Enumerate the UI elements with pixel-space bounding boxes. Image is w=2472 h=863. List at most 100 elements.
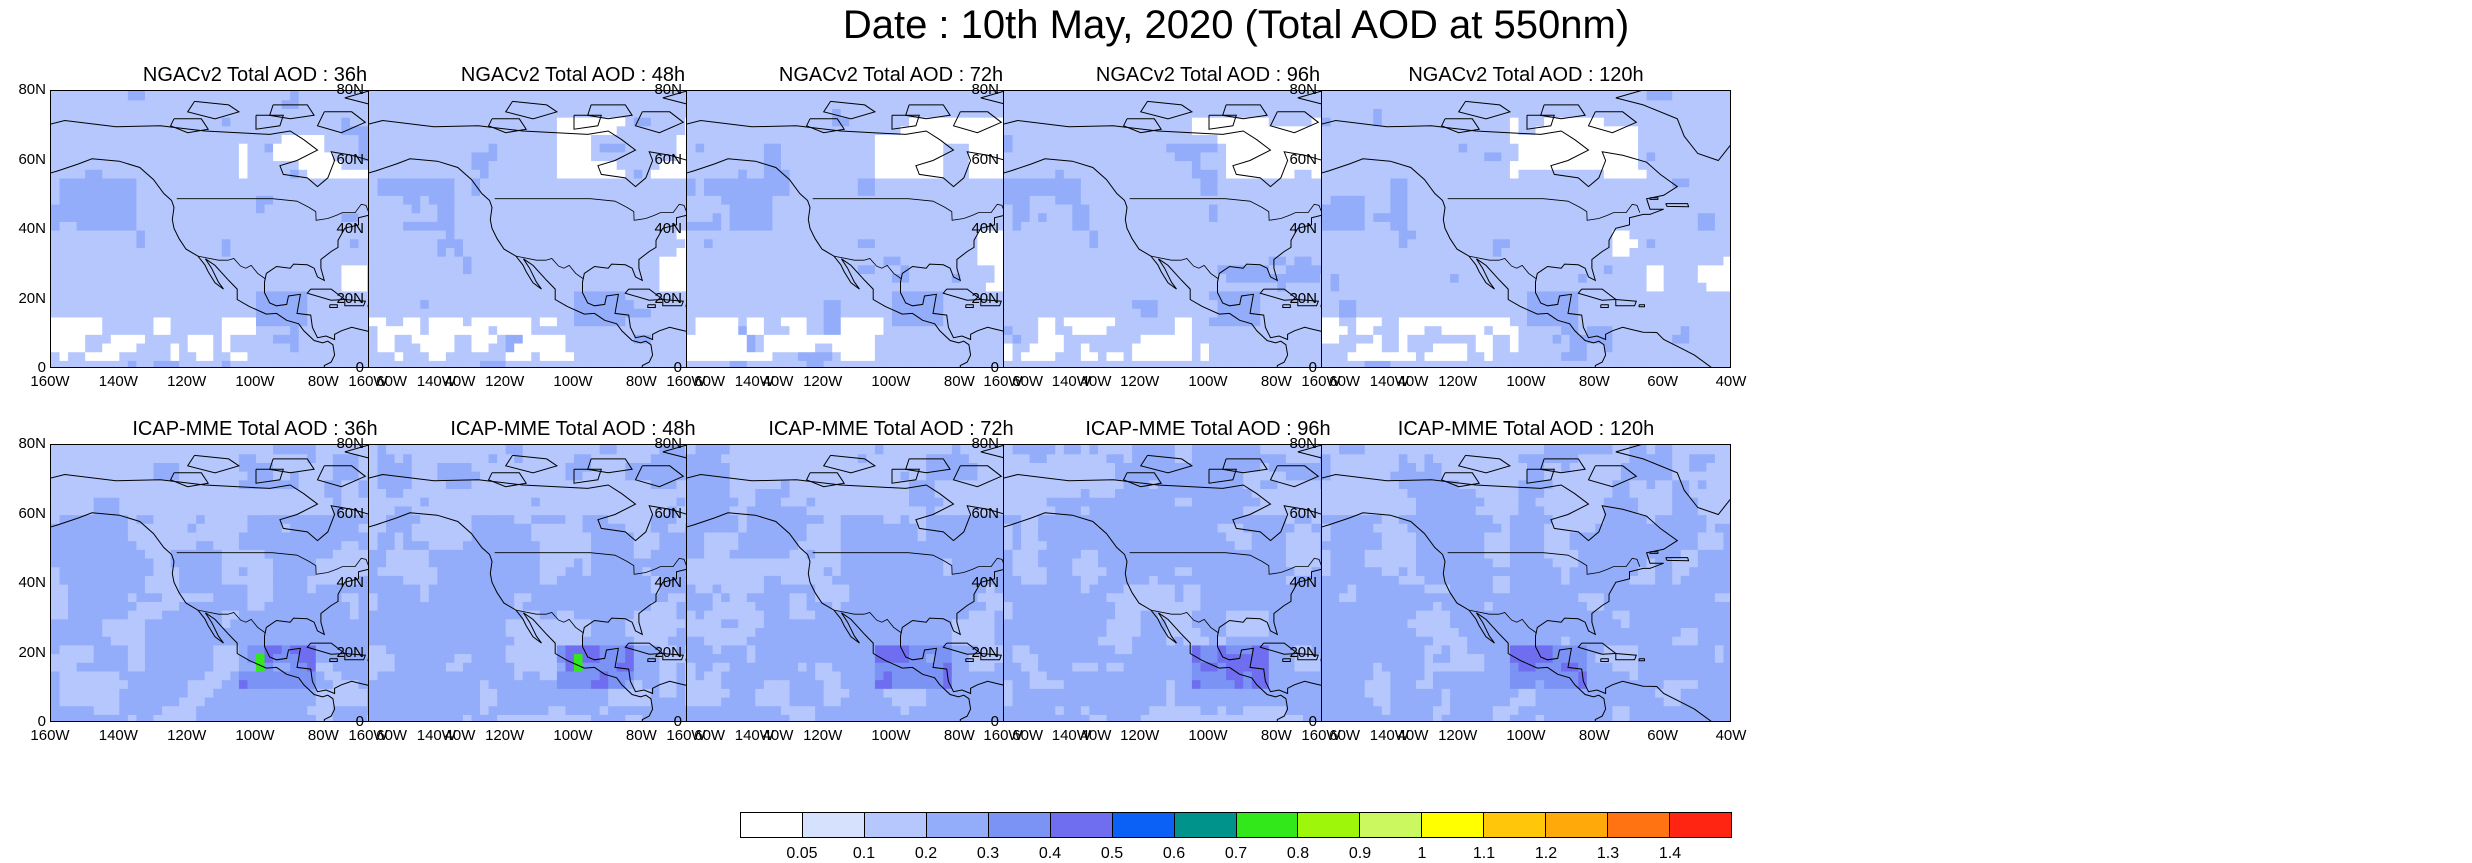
lon-tick-label: 140W (88, 374, 148, 390)
lat-tick-label: 60N (1273, 506, 1317, 522)
lat-tick-label: 20N (2, 645, 46, 661)
colorbar-swatch (989, 813, 1051, 837)
colorbar-swatch (865, 813, 927, 837)
lon-tick-label: 160W (338, 374, 398, 390)
colorbar-swatch (1051, 813, 1113, 837)
lat-tick-label: 40N (1273, 221, 1317, 237)
lon-tick-label: 160W (1291, 728, 1351, 744)
lat-tick-label: 40N (320, 575, 364, 591)
lat-tick-label: 40N (955, 575, 999, 591)
lon-tick-label: 140W (1359, 374, 1419, 390)
lon-tick-label: 100W (543, 728, 603, 744)
lon-tick-label: 120W (1110, 728, 1170, 744)
colorbar-swatch (1546, 813, 1608, 837)
lat-tick-label: 60N (955, 152, 999, 168)
lat-tick-label: 20N (638, 645, 682, 661)
lon-tick-label: 80W (1564, 374, 1624, 390)
lon-tick-label: 40W (1701, 728, 1761, 744)
lat-tick-label: 20N (638, 291, 682, 307)
lon-tick-label: 160W (656, 374, 716, 390)
colorbar-tick-label: 0.05 (772, 845, 832, 863)
lat-tick-label: 60N (2, 506, 46, 522)
lon-tick-label: 100W (225, 728, 285, 744)
lat-tick-label: 40N (955, 221, 999, 237)
lat-tick-label: 20N (955, 291, 999, 307)
colorbar-swatch (1670, 813, 1731, 837)
colorbar-tick-label: 0.6 (1144, 845, 1204, 863)
lat-tick-label: 20N (320, 645, 364, 661)
aod-colorbar (740, 812, 1732, 838)
lon-tick-label: 160W (1291, 374, 1351, 390)
lon-tick-label: 100W (1178, 728, 1238, 744)
lat-tick-label: 40N (2, 221, 46, 237)
lat-tick-label: 60N (2, 152, 46, 168)
lon-tick-label: 140W (724, 728, 784, 744)
lon-tick-label: 140W (1359, 728, 1419, 744)
lon-tick-label: 100W (861, 374, 921, 390)
lat-tick-label: 80N (1273, 82, 1317, 98)
lat-tick-label: 40N (2, 575, 46, 591)
colorbar-swatch (1237, 813, 1299, 837)
lon-tick-label: 140W (406, 728, 466, 744)
colorbar-tick-label: 0.1 (834, 845, 894, 863)
lon-tick-label: 100W (1178, 374, 1238, 390)
lon-tick-label: 160W (20, 728, 80, 744)
lon-tick-label: 160W (973, 374, 1033, 390)
figure-title: Date : 10th May, 2020 (Total AOD at 550n… (0, 2, 2472, 48)
lon-tick-label: 100W (861, 728, 921, 744)
lon-tick-label: 120W (157, 374, 217, 390)
lat-tick-label: 80N (1273, 436, 1317, 452)
lat-tick-label: 20N (320, 291, 364, 307)
lon-tick-label: 80W (1564, 728, 1624, 744)
lon-tick-label: 120W (1110, 374, 1170, 390)
colorbar-swatch (1608, 813, 1670, 837)
colorbar-tick-label: 1.3 (1578, 845, 1638, 863)
map-plot-area (1321, 90, 1731, 368)
lon-tick-label: 40W (1701, 374, 1761, 390)
lon-tick-label: 140W (88, 728, 148, 744)
lon-tick-label: 120W (475, 728, 535, 744)
lat-tick-label: 80N (955, 82, 999, 98)
lat-tick-label: 20N (2, 291, 46, 307)
lon-tick-label: 120W (793, 374, 853, 390)
lon-tick-label: 140W (406, 374, 466, 390)
colorbar-tick-label: 0.7 (1206, 845, 1266, 863)
lat-tick-label: 20N (1273, 645, 1317, 661)
colorbar-tick-label: 1.1 (1454, 845, 1514, 863)
colorbar-tick-label: 1.4 (1640, 845, 1700, 863)
colorbar-tick-label: 0.2 (896, 845, 956, 863)
lon-tick-label: 140W (1041, 728, 1101, 744)
panel-title: ICAP-MME Total AOD : 120h (1321, 418, 1731, 440)
lat-tick-label: 80N (320, 82, 364, 98)
aod-field (1322, 91, 1731, 368)
colorbar-swatch (1113, 813, 1175, 837)
colorbar-swatch (803, 813, 865, 837)
lat-tick-label: 80N (638, 82, 682, 98)
aod-field (1322, 445, 1731, 722)
lat-tick-label: 60N (955, 506, 999, 522)
lon-tick-label: 100W (1496, 728, 1556, 744)
lon-tick-label: 100W (543, 374, 603, 390)
lon-tick-label: 120W (157, 728, 217, 744)
lon-tick-label: 100W (1496, 374, 1556, 390)
lat-tick-label: 60N (320, 506, 364, 522)
lon-tick-label: 120W (1428, 728, 1488, 744)
lat-tick-label: 60N (320, 152, 364, 168)
lat-tick-label: 20N (1273, 291, 1317, 307)
lat-tick-label: 80N (955, 436, 999, 452)
lat-tick-label: 80N (2, 436, 46, 452)
lat-tick-label: 60N (1273, 152, 1317, 168)
lat-tick-label: 60N (638, 506, 682, 522)
colorbar-swatch (1422, 813, 1484, 837)
colorbar-tick-label: 0.5 (1082, 845, 1142, 863)
lat-tick-label: 80N (638, 436, 682, 452)
lat-tick-label: 20N (955, 645, 999, 661)
panel-title: NGACv2 Total AOD : 120h (1321, 64, 1731, 86)
lon-tick-label: 60W (1633, 728, 1693, 744)
lat-tick-label: 40N (320, 221, 364, 237)
colorbar-tick-label: 1.2 (1516, 845, 1576, 863)
colorbar-tick-label: 0.3 (958, 845, 1018, 863)
lon-tick-label: 60W (1633, 374, 1693, 390)
lon-tick-label: 140W (724, 374, 784, 390)
